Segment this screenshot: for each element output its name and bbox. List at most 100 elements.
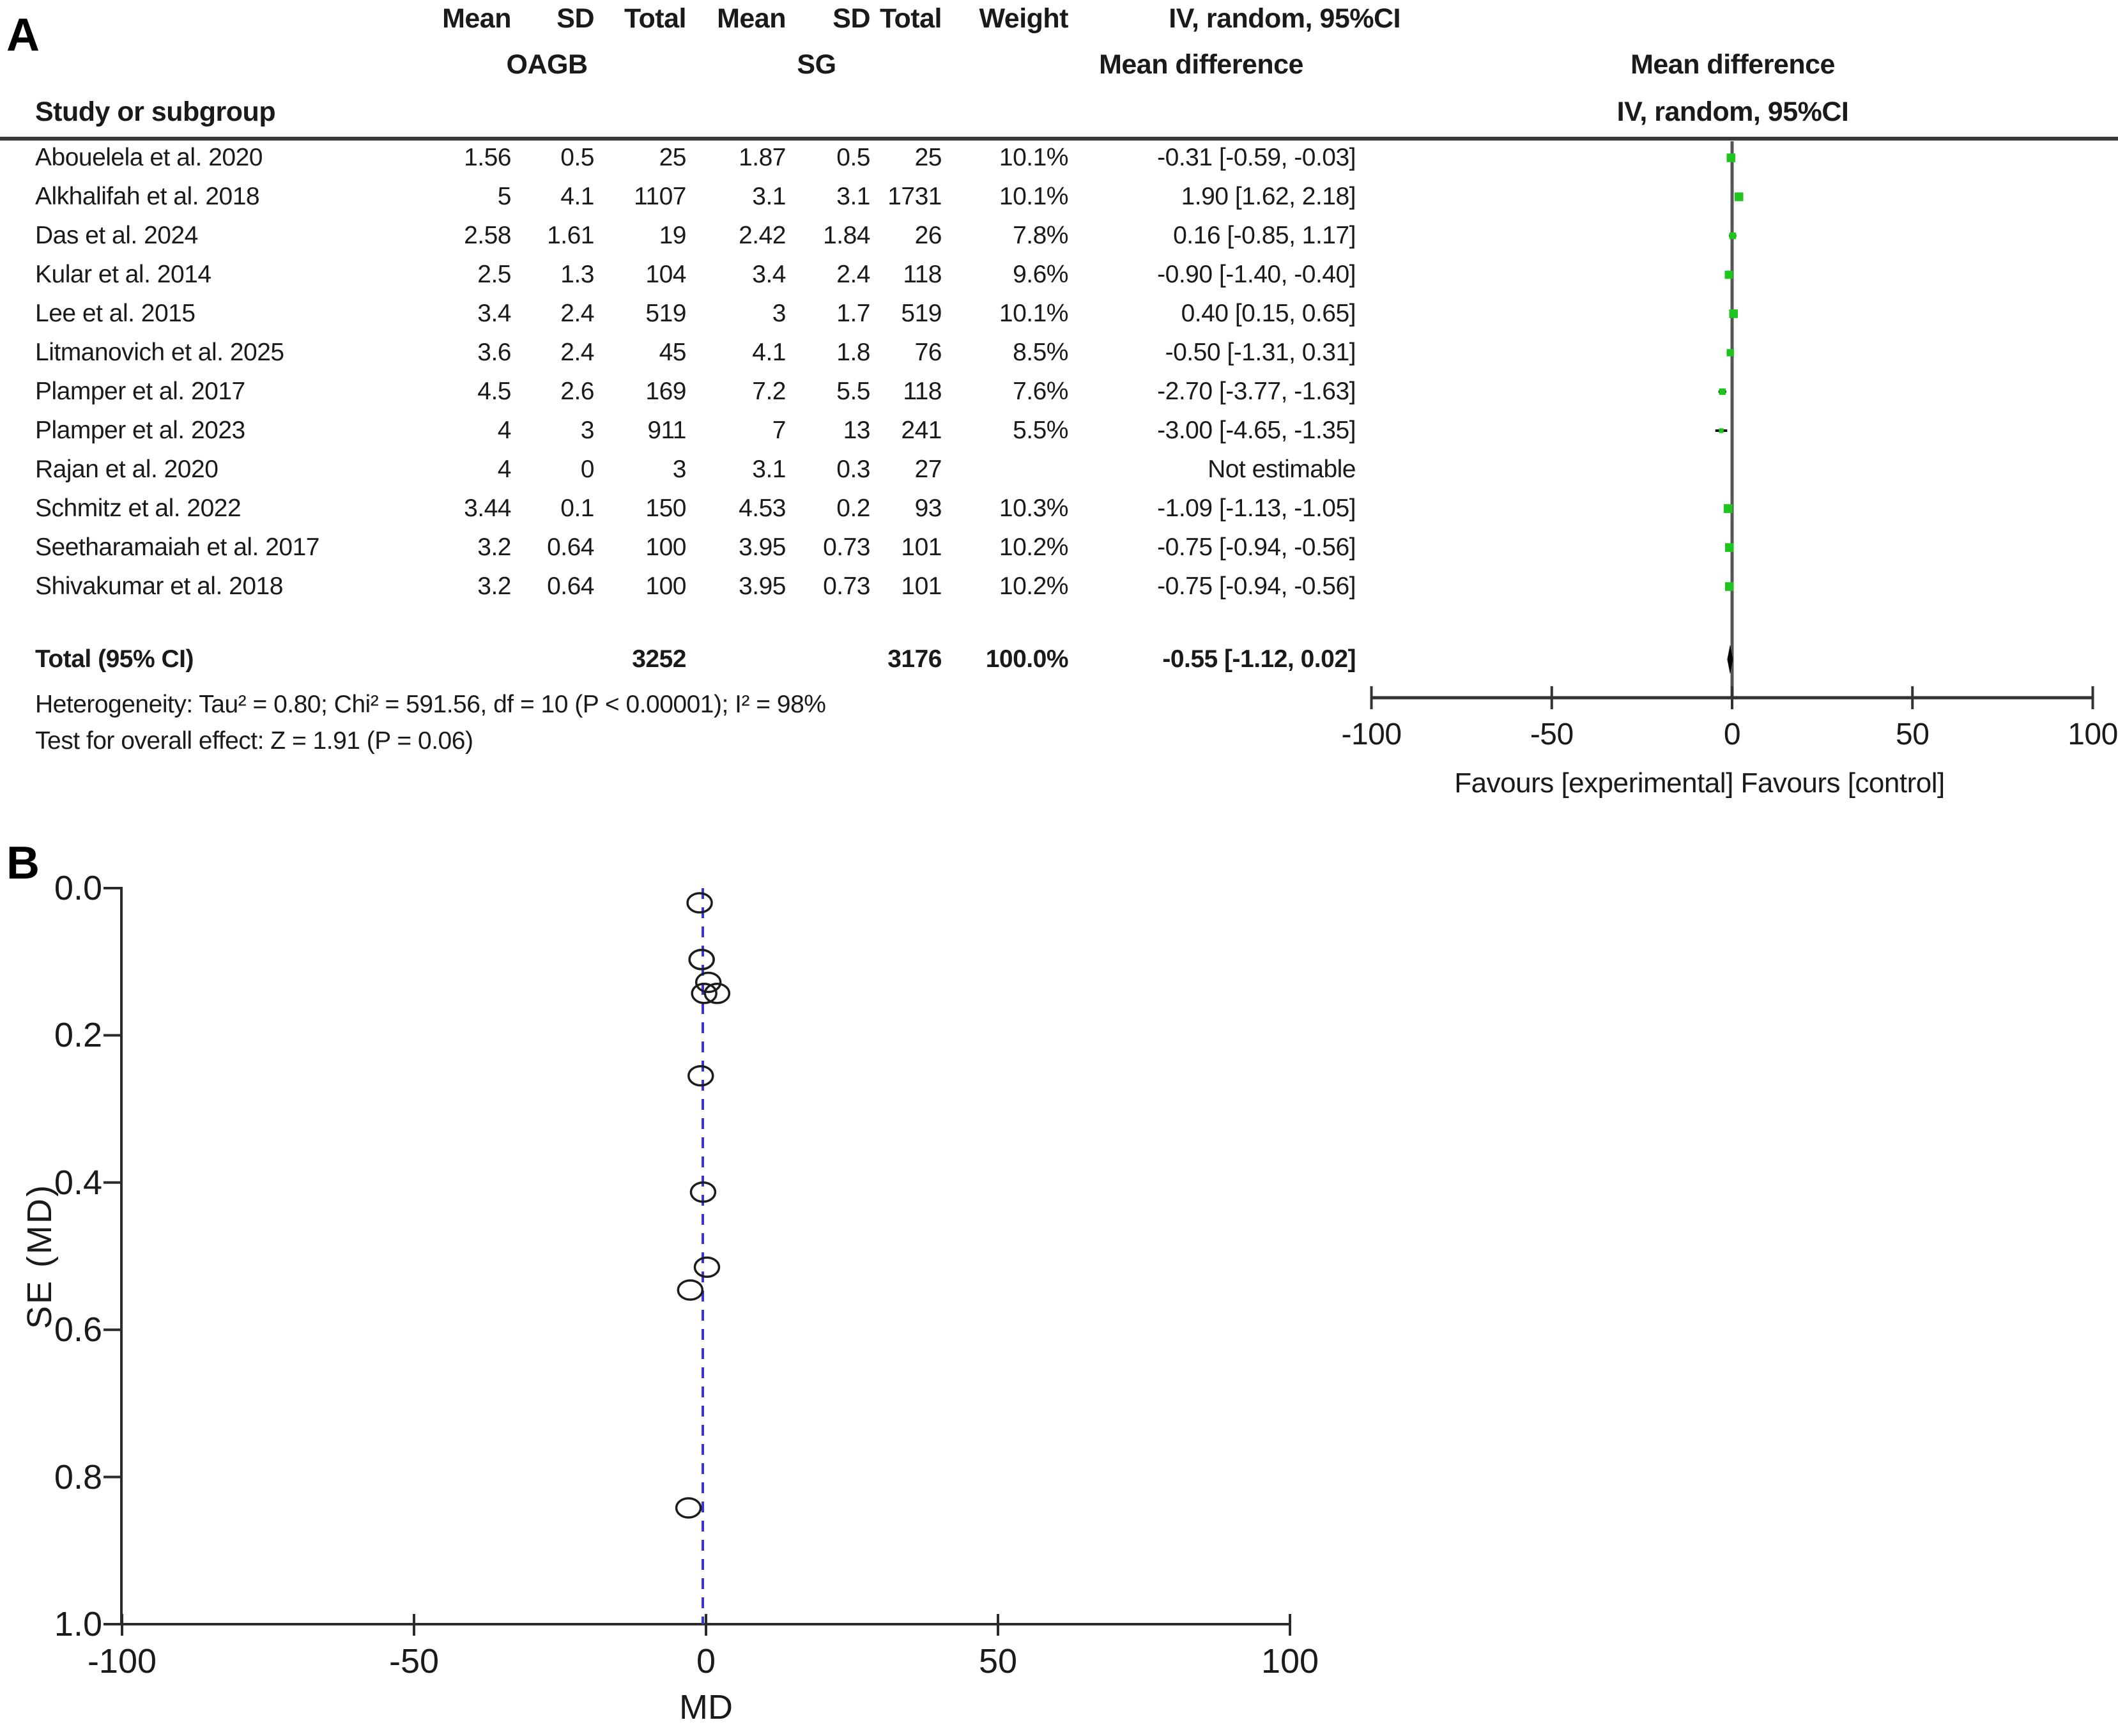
forest-square [1726,349,1734,357]
cell-sd-oagb: 3 [580,417,595,444]
column-header-mean-oagb: Mean [442,3,511,34]
forest-square [1724,270,1733,279]
table-row: Plamper et al. 2023 4 3 911 7 13 241 5.5% -3.00 … [0,412,1412,449]
cell-mean-oagb: 1.56 [464,144,511,171]
cell-sd-sg: 1.7 [836,300,870,327]
cell-total-sg: 93 [914,495,942,522]
cell-sd-sg: 5.5 [836,378,870,405]
cell-ci: -0.90 [-1.40, -0.40] [1157,261,1356,288]
cell-mean-sg: 3.95 [739,534,786,561]
funnel-point [694,971,722,994]
cell-sd-sg: 0.73 [823,534,870,561]
table-row: Shivakumar et al. 2018 3.2 0.64 100 3.95 0.73… [0,568,1412,605]
cell-total-oagb: 19 [659,222,687,249]
cell-mean-oagb: 3.4 [477,300,511,327]
cell-ci: -1.09 [-1.13, -1.05] [1157,495,1356,522]
funnel-point [693,1256,721,1279]
panel-a-label: A [6,10,40,61]
cell-total-oagb: 45 [659,339,687,366]
cell-weight: 7.6% [1013,378,1068,405]
cell-mean-oagb: 4 [497,417,512,444]
funnel-point [691,982,718,1004]
cell-sd-sg: 0.2 [836,495,870,522]
cell-total-oagb: 3 [672,456,687,483]
funnel-x-tick-label: 50 [978,1642,1018,1680]
column-header-total-oagb: Total [624,3,687,34]
cell-study: Das et al. 2024 [35,222,198,249]
funnel-point [687,1065,714,1087]
column-header-sd-oagb: SD [556,3,594,34]
funnel-y-tick-label: 0.8 [54,1457,102,1496]
cell-mean-oagb: 3.44 [464,495,511,522]
funnel-point [675,1497,702,1519]
total-sg-n: 3176 [887,645,942,673]
cell-sd-sg: 3.1 [836,183,870,210]
cell-ci: -0.31 [-0.59, -0.03] [1157,144,1356,171]
cell-ci: 0.40 [0.15, 0.65] [1181,300,1356,327]
cell-total-oagb: 150 [645,495,686,522]
cell-mean-oagb: 3.6 [477,339,511,366]
forest-tick-label: 100 [2068,718,2118,751]
cell-sd-sg: 2.4 [836,261,870,288]
funnel-y-tick-label: 0.2 [54,1016,102,1055]
column-header-weight: Weight [979,3,1068,34]
cell-total-oagb: 25 [659,144,687,171]
cell-total-oagb: 1107 [634,183,686,210]
funnel-point [686,892,713,914]
cell-total-sg: 118 [903,378,942,405]
cell-total-sg: 76 [914,339,942,366]
cell-total-sg: 519 [901,300,942,327]
total-weight: 100.0% [985,645,1069,673]
cell-mean-sg: 4.53 [739,495,786,522]
cell-weight [934,451,1068,488]
cell-mean-sg: 1.87 [739,144,786,171]
cell-total-oagb: 100 [645,534,686,561]
column-header-iv-random: IV, random, 95%CI [1169,3,1400,34]
cell-mean-sg: 2.42 [739,222,786,249]
cell-study: Schmitz et al. 2022 [35,495,242,522]
table-row: Seetharamaiah et al. 2017 3.2 0.64 100 3.95 0… [0,529,1412,566]
table-row: Alkhalifah et al. 2018 5 4.1 1107 3.1 3.1 1731… [0,178,1412,215]
cell-total-oagb: 100 [645,572,686,600]
group-header-mean-difference-table: Mean difference [1099,49,1303,80]
forest-square [1729,232,1737,240]
cell-mean-sg: 3.4 [752,261,786,288]
cell-study: Rajan et al. 2020 [35,456,219,483]
plot-header-iv-random: IV, random, 95%CI [1616,96,1849,127]
cell-study: Plamper et al. 2023 [35,417,245,444]
table-row: Kular et al. 2014 2.5 1.3 104 3.4 2.4 118 9.6% -… [0,256,1412,293]
funnel-x-tick-label: -100 [87,1642,157,1680]
cell-total-sg: 101 [901,572,942,600]
cell-study: Alkhalifah et al. 2018 [35,183,260,210]
funnel-point [677,1279,704,1301]
total-ci: -0.55 [-1.12, 0.02] [1162,645,1356,673]
cell-mean-oagb: 2.5 [477,261,511,288]
panel-b-label: B [6,838,40,889]
funnel-y-tick-label: 0.6 [54,1310,102,1349]
cell-study: Abouelela et al. 2020 [35,144,263,171]
cell-sd-oagb: 0.5 [560,144,594,171]
cell-mean-sg: 4.1 [752,339,786,366]
table-row: Schmitz et al. 2022 3.44 0.1 150 4.53 0.2 93 10… [0,490,1412,527]
group-header-oagb: OAGB [506,49,588,80]
cell-total-sg: 26 [914,222,942,249]
cell-study: Seetharamaiah et al. 2017 [35,534,320,561]
cell-sd-sg: 1.84 [823,222,870,249]
cell-weight: 10.1% [999,300,1069,327]
table-row: Abouelela et al. 2020 1.56 0.5 25 1.87 0.5 25 1… [0,139,1412,176]
table-row: Litmanovich et al. 2025 3.6 2.4 45 4.1 1.8 76 8… [0,334,1412,371]
cell-sd-oagb: 0 [580,456,595,483]
forest-square [1726,153,1736,162]
column-header-mean-sg: Mean [717,3,786,34]
forest-square [1719,428,1724,433]
cell-weight: 9.6% [1013,261,1068,288]
cell-total-sg: 101 [901,534,942,561]
cell-mean-sg: 7.2 [752,378,786,405]
cell-study: Kular et al. 2014 [35,261,211,288]
table-header-rule [0,137,2118,141]
cell-mean-sg: 3.1 [752,183,786,210]
cell-mean-oagb: 4 [497,456,512,483]
cell-sd-oagb: 1.61 [547,222,594,249]
